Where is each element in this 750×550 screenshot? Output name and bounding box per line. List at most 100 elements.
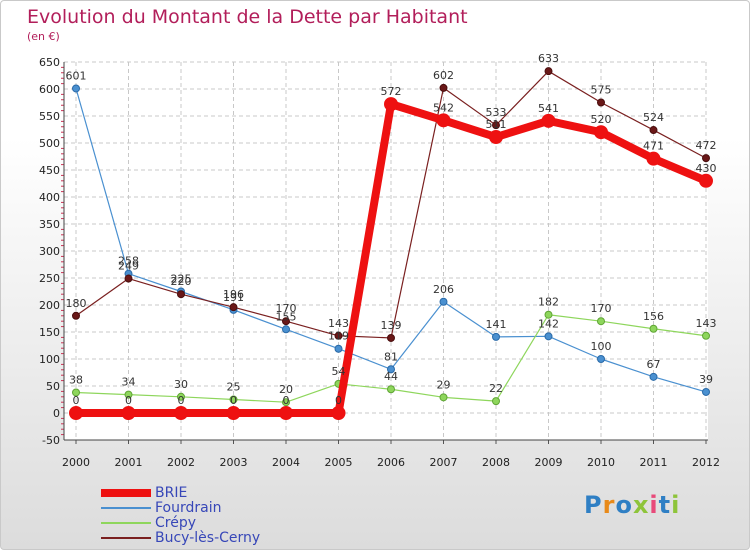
y-tick-label-10: 450 [39,164,60,177]
y-tick-label-5: 200 [39,299,60,312]
data-label-bucy-2012: 472 [696,139,717,152]
data-label-crepy-2006: 44 [384,370,398,383]
y-tick-label-6: 250 [39,272,60,285]
point-fourdrain-2000 [72,84,80,93]
point-bucy-2007 [439,83,448,92]
data-label-fourdrain-2004: 155 [276,310,297,323]
data-label-fourdrain-2009: 142 [538,317,559,330]
y-tick-label-2: 50 [46,380,60,393]
data-label-crepy-2000: 38 [69,373,83,386]
y-tick-label-4: 150 [39,326,60,339]
data-label-brie-2012: 430 [696,162,717,175]
x-tick-label-2: 2002 [167,456,195,469]
y-tick-label-8: 350 [39,218,60,231]
point-brie-2002 [174,406,188,420]
y-tick-label-3: 100 [39,353,60,366]
point-brie-2008 [489,130,503,145]
point-crepy-2010 [597,317,605,326]
point-bucy-2006 [387,333,395,342]
data-label-fourdrain-2005: 119 [328,330,349,343]
data-label-fourdrain-2000: 601 [66,69,87,82]
data-label-fourdrain-2003: 191 [223,291,244,304]
data-label-bucy-2001: 249 [118,260,139,273]
data-label-brie-2011: 471 [643,140,664,153]
point-fourdrain-2008 [492,332,500,341]
legend-label-crepy: Crépy [155,515,197,531]
data-label-crepy-2003: 25 [227,381,241,394]
logo-letter: t [658,491,672,519]
legend-swatch-fourdrain-bar [101,507,151,509]
data-label-bucy-2003: 196 [223,288,244,301]
data-label-bucy-2010: 575 [591,84,612,97]
y-tick-label-11: 500 [39,137,60,150]
y-tick-label-12: 550 [39,110,60,123]
point-brie-2000 [69,406,83,420]
x-tick-label-1: 2001 [115,456,143,469]
y-tick-label-9: 400 [39,191,60,204]
legend-swatch-bucy-bar [101,537,151,539]
logo-letter: i [649,491,659,519]
legend-swatch-bucy [101,537,151,539]
data-label-brie-2005: 0 [335,394,342,407]
data-label-fourdrain-2002: 225 [171,273,192,286]
data-label-brie-2009: 541 [538,102,559,115]
point-bucy-2003 [229,303,238,312]
point-bucy-2009 [544,67,553,76]
proxiti-logo: Proxiti [584,491,680,519]
y-tick-label-7: 300 [39,245,60,258]
point-bucy-2004 [282,317,290,326]
data-label-fourdrain-2007: 206 [433,283,454,296]
point-bucy-2011 [649,126,658,135]
legend-label-fourdrain: Fourdrain [155,500,222,516]
data-label-brie-2007: 542 [433,101,454,114]
logo-letter: r [602,491,616,519]
data-label-bucy-2011: 524 [643,111,664,124]
legend-swatch-brie [101,489,151,497]
point-brie-2006 [384,97,398,112]
data-label-fourdrain-2006: 81 [384,350,398,363]
data-label-crepy-2012: 143 [696,317,717,330]
legend-swatch-fourdrain [101,507,151,509]
legend-label-bucy: Bucy-lès-Cerny [155,530,261,546]
legend-swatch-brie-bar [101,489,151,497]
x-tick-label-8: 2008 [482,456,510,469]
legend-swatch-crepy [101,522,151,524]
logo-letter: o [615,491,633,519]
x-tick-label-9: 2009 [535,456,563,469]
point-brie-2001 [121,406,136,420]
data-label-brie-2008: 511 [486,118,507,131]
point-brie-2012 [699,173,713,188]
data-label-bucy-2000: 180 [66,297,87,310]
x-tick-label-0: 2000 [62,456,90,469]
point-crepy-2003 [229,395,238,404]
point-bucy-2005 [334,331,343,340]
point-brie-2011 [646,151,661,166]
chart-unit: (en €) [27,30,60,43]
data-label-crepy-2010: 170 [591,302,612,315]
data-label-bucy-2005: 143 [328,317,349,330]
x-tick-label-10: 2010 [587,456,615,469]
data-label-brie-2010: 520 [591,113,612,126]
data-label-fourdrain-2011: 67 [647,358,661,371]
data-label-fourdrain-2001: 258 [118,255,139,268]
point-bucy-2001 [124,274,133,283]
data-label-crepy-2007: 29 [437,378,451,391]
data-label-crepy-2009: 182 [538,296,559,309]
data-label-bucy-2006: 139 [381,319,402,332]
point-crepy-2006 [387,385,395,394]
point-bucy-2002 [177,290,185,299]
point-fourdrain-2006 [387,365,395,374]
point-brie-2007 [436,113,451,128]
y-tick-label-14: 650 [39,56,60,69]
data-label-crepy-2002: 30 [174,378,188,391]
data-label-bucy-2009: 633 [538,52,559,65]
x-tick-label-3: 2003 [220,456,248,469]
point-crepy-2001 [124,390,133,399]
point-bucy-2010 [597,98,605,107]
data-label-brie-2002: 0 [178,394,185,407]
chart-title: Evolution du Montant de la Dette par Hab… [27,6,468,28]
y-tick-label-1: 0 [53,407,60,420]
point-brie-2010 [594,125,608,140]
data-label-crepy-2008: 22 [489,382,503,395]
x-tick-label-5: 2005 [325,456,353,469]
